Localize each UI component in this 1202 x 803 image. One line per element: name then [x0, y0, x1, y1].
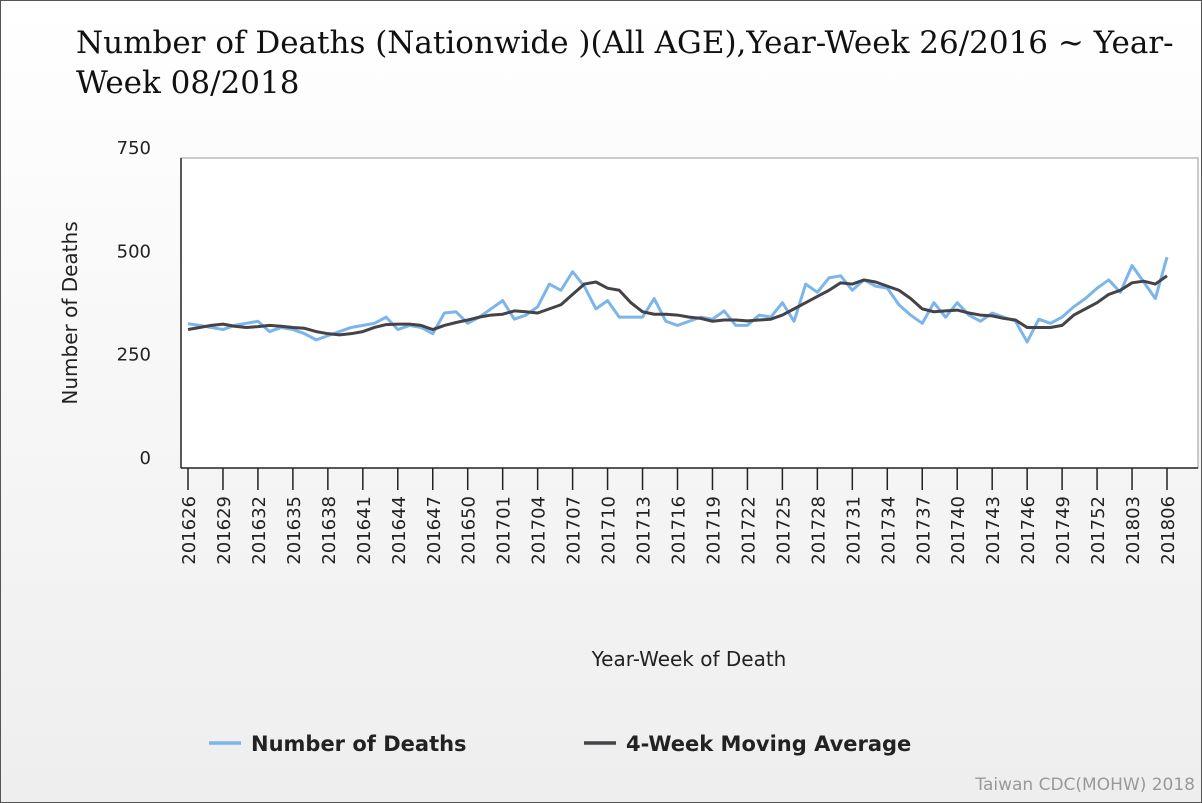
y-tick-label: 250	[117, 345, 151, 366]
legend-label: Number of Deaths	[251, 732, 467, 756]
x-tick-label: 201713	[634, 496, 655, 565]
x-tick-label: 201629	[214, 496, 235, 565]
legend-label: 4-Week Moving Average	[626, 732, 911, 756]
x-tick-label: 201728	[808, 496, 829, 565]
x-tick-label: 201737	[913, 496, 934, 565]
x-tick-label: 201701	[494, 496, 515, 565]
x-tick-label: 201632	[249, 496, 270, 565]
x-tick-label: 201803	[1123, 496, 1144, 565]
y-tick-label: 500	[117, 241, 151, 262]
credit: Taiwan CDC(MOHW) 2018	[974, 775, 1195, 795]
x-tick-label: 201752	[1088, 496, 1109, 565]
x-tick-label: 201641	[354, 496, 375, 565]
x-tick-label: 201647	[424, 496, 445, 565]
chart-title: Number of Deaths (Nationwide )(All AGE),…	[76, 25, 1174, 101]
x-tick-label: 201806	[1158, 496, 1179, 565]
x-tick-label: 201635	[284, 496, 305, 565]
x-axis-title: Year-Week of Death	[591, 647, 787, 671]
series-line	[187, 274, 1168, 337]
x-tick-label: 201740	[948, 496, 969, 565]
x-tick-label: 201749	[1053, 496, 1074, 565]
x-tick-label: 201704	[529, 496, 550, 565]
x-tick-label: 201650	[459, 496, 480, 565]
y-axis-title: Number of Deaths	[58, 221, 82, 404]
x-tick-label: 201746	[1018, 496, 1039, 565]
x-tick-label: 201707	[564, 496, 585, 565]
x-tick-label: 201638	[319, 496, 340, 565]
x-tick-label: 201734	[878, 496, 899, 565]
x-tick-label: 201731	[843, 496, 864, 565]
y-tick-label: 0	[140, 448, 151, 469]
x-tick-label: 201716	[669, 496, 690, 565]
x-tick-label: 201719	[703, 496, 724, 565]
y-tick-label: 750	[117, 138, 151, 159]
x-tick-label: 201644	[389, 496, 410, 565]
x-tick-label: 201722	[738, 496, 759, 565]
x-tick-label: 201626	[179, 496, 200, 565]
x-tick-label: 201743	[983, 496, 1004, 565]
plot-area	[180, 157, 1199, 469]
x-tick-label: 201710	[599, 496, 620, 565]
x-tick-label: 201725	[773, 496, 794, 565]
